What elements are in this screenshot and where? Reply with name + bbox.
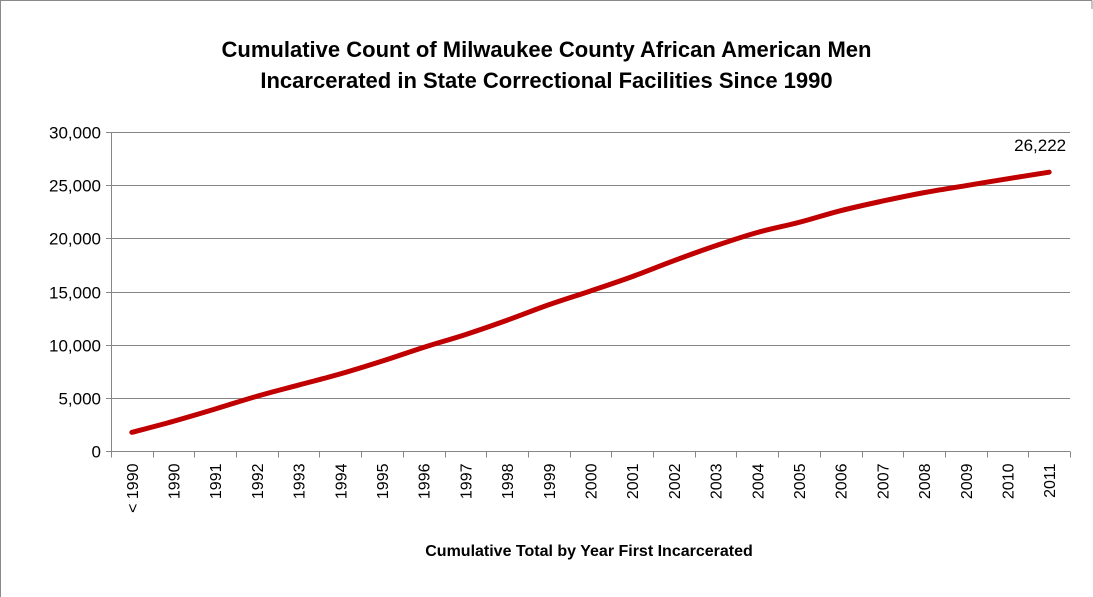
x-tick-label-22: 2011 [1042, 463, 1059, 498]
chart-title-line-2: Incarcerated in State Correctional Facil… [260, 68, 833, 93]
x-tick-label-0: < 1990 [125, 463, 142, 512]
x-tick-label-3: 1992 [250, 463, 267, 499]
data-labels: 26,222 [1014, 136, 1066, 155]
x-tick-label-4: 1993 [292, 463, 309, 499]
x-tick-label-1: 1990 [167, 463, 184, 499]
x-tick-label-21: 2010 [1000, 463, 1017, 499]
x-tick-label-20: 2009 [959, 463, 976, 499]
x-tick-label-12: 2001 [625, 463, 642, 499]
series [129, 169, 1052, 435]
y-tick-label-3: 15,000 [49, 284, 101, 303]
y-tick-label-1: 5,000 [58, 390, 101, 409]
x-tick-label-11: 2000 [584, 463, 601, 499]
data-label-0: 26,222 [1014, 136, 1066, 155]
x-tick-label-19: 2008 [917, 463, 934, 499]
x-tick-label-2: 1991 [208, 463, 225, 499]
y-tick-label-4: 20,000 [49, 230, 101, 249]
x-tick-label-7: 1996 [417, 463, 434, 499]
x-tick-label-9: 1998 [500, 463, 517, 499]
chart-title-line-1: Cumulative Count of Milwaukee County Afr… [221, 37, 872, 62]
x-tick-label-8: 1997 [458, 463, 475, 499]
x-tick-label-10: 1999 [542, 463, 559, 499]
axes [111, 132, 1070, 452]
y-tick-label-6: 30,000 [49, 124, 101, 143]
x-tick-label-5: 1994 [333, 463, 350, 499]
series-line-0 [129, 169, 1052, 435]
y-tick-label-2: 10,000 [49, 337, 101, 356]
gridlines [111, 132, 1070, 399]
x-tick-label-17: 2006 [834, 463, 851, 499]
y-tick-label-5: 25,000 [49, 177, 101, 196]
x-tick-label-18: 2007 [875, 463, 892, 499]
x-axis-title: Cumulative Total by Year First Incarcera… [425, 543, 753, 560]
x-tick-label-15: 2004 [750, 463, 767, 499]
x-tick-label-14: 2003 [709, 463, 726, 499]
chart-title: Cumulative Count of Milwaukee County Afr… [0, 34, 1093, 96]
x-tick-label-13: 2002 [667, 463, 684, 499]
y-axis-ticks: 0 5,000 10,000 15,000 20,000 25,000 30,000 [49, 124, 111, 462]
x-tick-label-6: 1995 [375, 463, 392, 499]
y-tick-label-0: 0 [92, 443, 101, 462]
x-axis-ticks: < 1990 1990 1991 1992 1993 1994 1995 1996 1997 19… [111, 451, 1071, 513]
x-tick-label-16: 2005 [792, 463, 809, 499]
